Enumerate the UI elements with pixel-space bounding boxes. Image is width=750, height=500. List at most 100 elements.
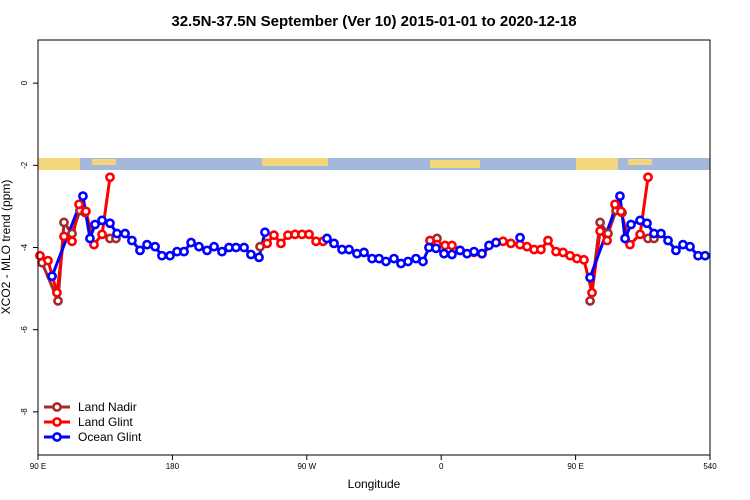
- ocean-strip: [38, 158, 710, 170]
- legend-marker: [52, 417, 62, 427]
- point: [635, 229, 646, 240]
- point: [67, 236, 77, 247]
- point: [52, 287, 62, 298]
- x-tick-label: 540: [703, 462, 717, 471]
- point: [142, 239, 152, 250]
- point: [209, 241, 219, 252]
- legend-label: Land Nadir: [78, 400, 137, 414]
- point: [81, 206, 91, 217]
- point: [656, 228, 666, 239]
- x-axis-label: Longitude: [348, 477, 401, 491]
- x-tick-label: 90 E: [30, 462, 46, 471]
- point: [217, 246, 227, 257]
- legend-label: Ocean Glint: [78, 430, 142, 444]
- point: [179, 246, 189, 257]
- x-tick-label: 0: [439, 462, 444, 471]
- point: [239, 242, 249, 253]
- point: [643, 172, 653, 183]
- point: [202, 245, 212, 256]
- point: [67, 228, 77, 239]
- point: [120, 228, 130, 239]
- legend-marker: [52, 402, 62, 412]
- point: [260, 227, 270, 238]
- point: [439, 248, 449, 259]
- point: [157, 250, 167, 261]
- plot-area: [35, 172, 710, 306]
- point: [59, 217, 69, 228]
- point: [150, 241, 160, 252]
- point: [105, 218, 115, 229]
- x-tick-label: 90 E: [567, 462, 583, 471]
- land-patch: [430, 160, 480, 168]
- point: [585, 296, 595, 306]
- land-patch: [92, 159, 116, 165]
- point: [543, 235, 553, 246]
- point: [59, 231, 69, 242]
- point: [602, 235, 613, 246]
- land-patch: [628, 159, 652, 165]
- point: [322, 233, 332, 244]
- point: [74, 199, 84, 210]
- land-strip: [38, 158, 710, 170]
- x-tick-label: 180: [166, 462, 180, 471]
- point: [700, 250, 710, 261]
- point: [304, 229, 314, 240]
- point: [186, 237, 196, 248]
- point: [90, 219, 100, 230]
- series-line: [39, 177, 650, 294]
- point: [254, 252, 264, 263]
- land-patch: [262, 158, 328, 166]
- point: [587, 287, 597, 298]
- point: [344, 244, 354, 255]
- x-tick-label: 90 W: [297, 462, 316, 471]
- point: [359, 247, 369, 258]
- point: [78, 191, 88, 202]
- point: [135, 245, 145, 256]
- point: [595, 217, 605, 228]
- point: [515, 232, 525, 243]
- point: [127, 235, 137, 246]
- point: [276, 238, 286, 249]
- point: [43, 255, 53, 266]
- point: [671, 245, 681, 256]
- point: [35, 250, 45, 261]
- point: [447, 240, 457, 251]
- point: [194, 241, 204, 252]
- point: [469, 246, 479, 257]
- point: [262, 238, 272, 249]
- chart-title: 32.5N-37.5N September (Ver 10) 2015-01-0…: [171, 13, 576, 30]
- point: [625, 239, 635, 250]
- y-axis-label: XCO2 - MLO trend (ppm): [0, 180, 13, 315]
- y-tick-label: -8: [20, 408, 29, 416]
- point: [381, 256, 391, 267]
- point: [447, 249, 457, 260]
- point: [269, 230, 279, 241]
- point: [403, 256, 413, 267]
- point: [85, 233, 95, 244]
- point: [329, 238, 339, 249]
- point: [595, 226, 605, 236]
- point: [389, 253, 399, 264]
- point: [477, 248, 487, 259]
- point: [97, 215, 107, 226]
- point: [105, 172, 115, 183]
- point: [620, 233, 630, 244]
- point: [112, 228, 122, 239]
- point: [246, 249, 256, 260]
- legend-label: Land Glint: [78, 415, 133, 429]
- land-patch: [38, 158, 80, 170]
- point: [418, 256, 428, 267]
- point: [506, 238, 516, 249]
- land-patch: [576, 158, 618, 170]
- point: [626, 219, 636, 230]
- point: [97, 229, 107, 240]
- point: [536, 244, 546, 255]
- point: [579, 254, 589, 265]
- point: [663, 235, 673, 246]
- point: [53, 296, 63, 306]
- legend-marker: [52, 432, 62, 442]
- point: [610, 199, 620, 210]
- y-tick-label: -6: [20, 326, 29, 334]
- point: [642, 218, 652, 229]
